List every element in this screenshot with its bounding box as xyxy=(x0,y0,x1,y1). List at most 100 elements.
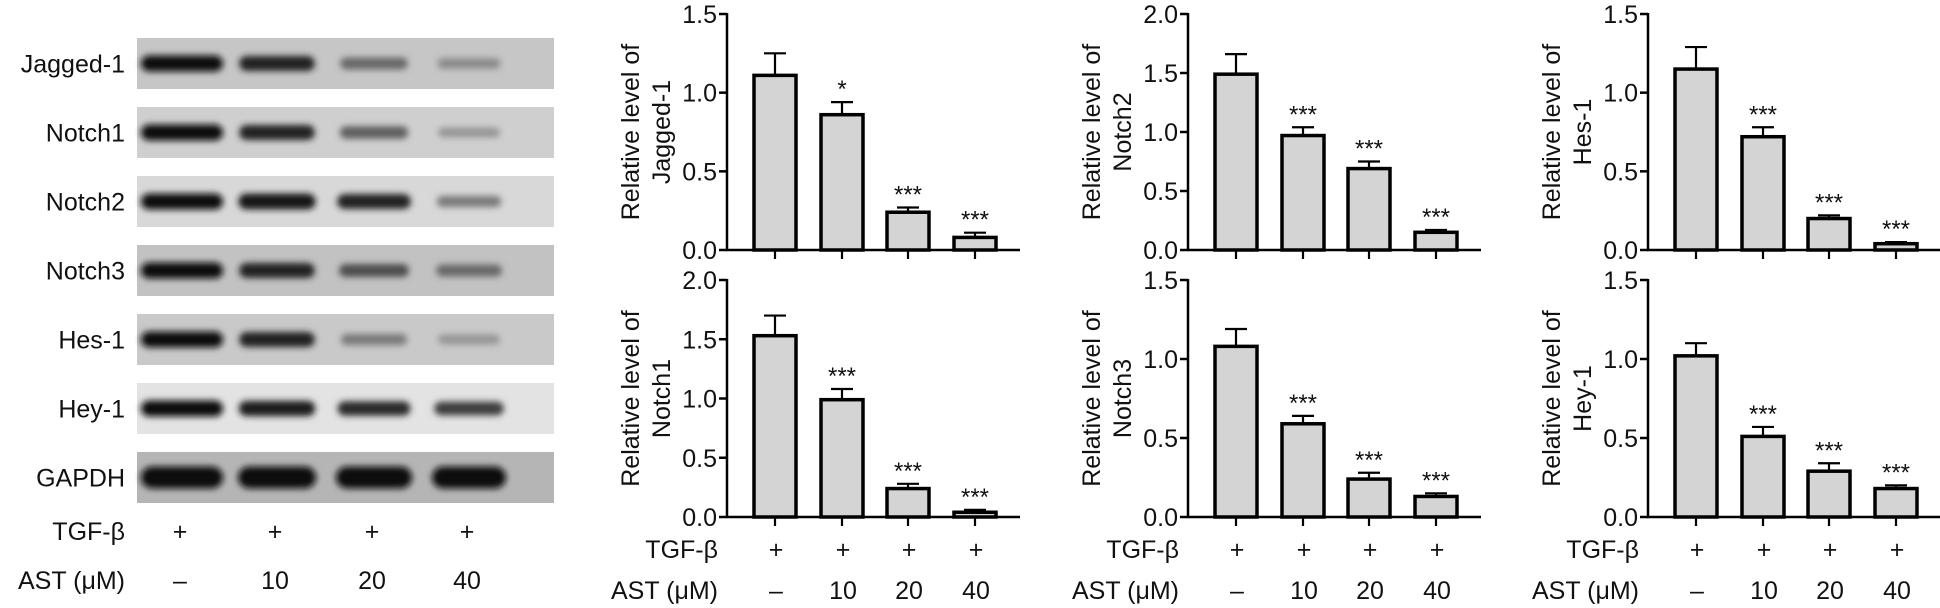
y-tick-label: 0.5 xyxy=(1143,178,1178,206)
treatment-label: TGF-β xyxy=(1566,536,1639,564)
y-axis-label: Relative level of xyxy=(1538,310,1566,487)
y-tick-label: 1.5 xyxy=(1143,60,1178,88)
treatment-value: + xyxy=(1890,536,1905,564)
treatment-value: – xyxy=(1690,577,1704,605)
treatment-value: – xyxy=(769,577,783,605)
significance-label: *** xyxy=(1355,447,1383,474)
blot-band xyxy=(438,334,500,345)
blot-band xyxy=(434,401,504,416)
blot-band xyxy=(339,263,409,278)
y-axis-label: Hes-1 xyxy=(1569,99,1597,166)
treatment-label: TGF-β xyxy=(1106,536,1179,564)
y-tick-label: 0.5 xyxy=(1143,425,1178,453)
chart-hey1: 0.0 0.5 1.0 1.5 Relative level of Hey-1 *** ***… xyxy=(1532,267,1940,605)
blot-band xyxy=(238,400,316,417)
treatment-value: 20 xyxy=(1816,577,1844,605)
y-axis-label: Relative level of xyxy=(617,310,645,487)
blot-band xyxy=(239,263,315,278)
treatment-value: – xyxy=(1230,577,1244,605)
blot-band xyxy=(141,55,223,72)
blot-band xyxy=(141,262,223,279)
significance-label: *** xyxy=(1815,189,1843,216)
bar xyxy=(885,486,931,519)
y-tick-label: 1.5 xyxy=(682,1,717,29)
blot-band xyxy=(239,56,315,71)
treatment-value: 40 xyxy=(962,577,990,605)
bar xyxy=(1673,354,1719,519)
treatment-value: 40 xyxy=(453,567,481,595)
y-tick-label: 1.5 xyxy=(1143,267,1178,295)
y-tick-label: 0.5 xyxy=(1603,425,1638,453)
bar xyxy=(752,73,798,252)
blot-band xyxy=(339,126,409,139)
blot-row-gapdh: GAPDH xyxy=(36,452,554,503)
bar xyxy=(819,112,865,252)
y-tick-label: 1.0 xyxy=(682,80,717,108)
y-axis-label: Relative level of xyxy=(1078,44,1106,221)
treatment-value: 20 xyxy=(358,567,386,595)
y-axis-label: Hey-1 xyxy=(1569,365,1597,432)
treatment-value: + xyxy=(1757,536,1772,564)
blot-band xyxy=(337,401,411,416)
y-axis-label: Notch3 xyxy=(1109,359,1137,438)
treatment-value: 10 xyxy=(829,577,857,605)
blot-band xyxy=(340,333,408,346)
significance-label: *** xyxy=(1422,204,1450,231)
y-tick-label: 1.5 xyxy=(1603,267,1638,295)
blot-band xyxy=(141,124,223,141)
blot-band xyxy=(340,57,408,70)
significance-label: * xyxy=(837,76,846,103)
treatment-label: AST (μM) xyxy=(1072,577,1179,605)
treatment-label: TGF-β xyxy=(645,536,718,564)
y-tick-label: 1.0 xyxy=(1603,346,1638,374)
significance-label: *** xyxy=(961,207,989,234)
significance-label: *** xyxy=(1882,216,1910,243)
blot-label: Notch3 xyxy=(46,258,125,286)
blot-band xyxy=(436,195,502,208)
y-tick-label: 0.0 xyxy=(1603,237,1638,265)
bar xyxy=(1413,494,1459,519)
y-axis-label: Notch1 xyxy=(648,359,676,438)
bar xyxy=(1806,469,1852,519)
treatment-value: + xyxy=(268,518,283,546)
treatment-value: + xyxy=(365,518,380,546)
blot-band xyxy=(239,332,315,347)
significance-label: *** xyxy=(1749,101,1777,128)
treatment-value: + xyxy=(173,518,188,546)
y-tick-label: 1.5 xyxy=(682,326,717,354)
significance-label: *** xyxy=(1355,136,1383,163)
treatment-label: TGF-β xyxy=(52,518,125,546)
treatment-value: + xyxy=(1230,536,1245,564)
y-tick-label: 0.5 xyxy=(682,445,717,473)
treatment-value: + xyxy=(1823,536,1838,564)
chart-notch1: 0.0 0.5 1.0 1.5 2.0 Relative level of Notch1 **… xyxy=(611,267,1020,605)
blot-label: Notch2 xyxy=(46,189,125,217)
treatment-value: – xyxy=(173,567,187,595)
bar xyxy=(1346,166,1392,252)
blot-band xyxy=(432,466,506,489)
blot-label: Notch1 xyxy=(46,120,125,148)
chart-notch2: 0.0 0.5 1.0 1.5 2.0 Relative level of Notch2 **… xyxy=(1078,1,1481,265)
significance-label: *** xyxy=(1749,401,1777,428)
blot-row-jagged-1: Jagged-1 xyxy=(21,38,554,89)
treatment-value: 40 xyxy=(1883,577,1911,605)
y-tick-label: 1.0 xyxy=(682,386,717,414)
blot-band xyxy=(437,58,501,69)
treatment-value: 40 xyxy=(1423,577,1451,605)
blot-band xyxy=(436,264,502,277)
blot-label: Hes-1 xyxy=(58,327,125,355)
blot-row-notch3: Notch3 xyxy=(46,245,554,296)
y-tick-label: 0.5 xyxy=(1603,158,1638,186)
y-axis-label: Notch2 xyxy=(1109,92,1137,171)
blot-band xyxy=(141,193,223,210)
blot-row-notch2: Notch2 xyxy=(46,176,554,227)
significance-label: *** xyxy=(961,484,989,511)
y-tick-label: 0.0 xyxy=(1143,504,1178,532)
y-tick-label: 0.5 xyxy=(682,158,717,186)
treatment-value: + xyxy=(1690,536,1705,564)
significance-label: *** xyxy=(828,363,856,390)
chart-notch3: 0.0 0.5 1.0 1.5 Relative level of Notch3 *** **… xyxy=(1072,267,1481,605)
bar xyxy=(1213,344,1259,519)
